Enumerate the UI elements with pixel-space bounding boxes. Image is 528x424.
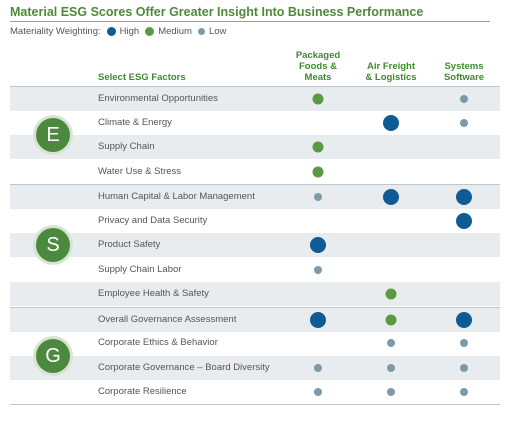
weight-low-dot xyxy=(314,388,322,396)
column-header-line: Systems xyxy=(444,61,484,72)
table-bottom-rule xyxy=(10,404,500,405)
column-header-line: Air Freight xyxy=(366,61,416,72)
weight-low-dot xyxy=(460,388,468,396)
column-header-line: Software xyxy=(443,72,485,83)
weight-low-dot xyxy=(460,363,468,372)
column-header-line: Meats xyxy=(304,72,332,83)
weight-high-dot xyxy=(310,237,326,253)
title-divider xyxy=(10,21,490,22)
legend-medium-label: Medium xyxy=(158,26,192,37)
weight-medium-dot xyxy=(385,288,397,300)
column-header-line: Packaged xyxy=(295,50,341,61)
table-row: Privacy and Data Security xyxy=(10,209,500,233)
weight-low-dot xyxy=(314,193,322,201)
table-row: Climate & Energy xyxy=(10,111,500,135)
weight-low-dot xyxy=(387,388,395,396)
weight-low-dot xyxy=(460,339,468,347)
legend-item-high: High xyxy=(106,26,140,37)
legend-item-low: Low xyxy=(197,26,227,37)
table-row: Product Safety xyxy=(10,233,500,257)
table-row: Environmental Opportunities xyxy=(10,86,500,111)
legend-label: Materiality Weighting: xyxy=(10,26,101,37)
factor-label: Climate & Energy xyxy=(98,116,172,128)
weight-high-dot xyxy=(456,189,472,205)
table-row: Corporate Governance – Board Diversity xyxy=(10,355,500,380)
weight-low-dot xyxy=(387,339,395,347)
table-row: Overall Governance Assessment xyxy=(10,306,500,332)
weight-medium-dot xyxy=(312,141,324,153)
table-row: Supply Chain xyxy=(10,135,500,159)
factor-label: Supply Chain xyxy=(98,141,155,152)
factor-label: Overall Governance Assessment xyxy=(98,313,237,325)
table-row: Corporate Ethics & Behavior xyxy=(10,331,500,355)
table-row: Water Use & Stress xyxy=(10,160,500,184)
factor-label: Employee Health & Safety xyxy=(98,288,209,299)
legend-low-dot-icon xyxy=(197,28,205,35)
legend-high-label: High xyxy=(119,26,140,37)
weight-high-dot xyxy=(456,212,472,229)
weight-high-dot xyxy=(456,311,472,328)
factor-label: Privacy and Data Security xyxy=(98,214,208,226)
weight-low-dot xyxy=(387,363,395,372)
legend: Materiality Weighting: High Medium Low xyxy=(10,26,226,37)
factor-label: Corporate Resilience xyxy=(98,386,187,397)
esg-pillar-badge: G xyxy=(36,338,70,373)
factor-label: Environmental Opportunities xyxy=(98,93,218,104)
table-row: Supply Chain Labor xyxy=(10,258,500,282)
table-row: Employee Health & Safety xyxy=(10,282,500,306)
weight-high-dot xyxy=(383,114,399,131)
column-header-systems-software: Systems Software xyxy=(424,61,504,83)
legend-low-label: Low xyxy=(208,26,227,37)
weight-low-dot xyxy=(460,118,468,127)
factor-label: Human Capital & Labor Management xyxy=(98,191,255,202)
legend-medium-dot-icon xyxy=(145,27,155,36)
factor-label: Supply Chain Labor xyxy=(98,263,182,275)
table-row: Corporate Resilience xyxy=(10,380,500,404)
weight-low-dot xyxy=(460,95,468,103)
table-row: Human Capital & Labor Management xyxy=(10,184,500,209)
weight-low-dot xyxy=(314,363,322,372)
weight-medium-dot xyxy=(312,93,324,105)
factor-label: Product Safety xyxy=(98,239,161,250)
column-header-packaged-foods: Packaged Foods & Meats xyxy=(278,50,358,83)
factor-label: Water Use & Stress xyxy=(98,165,182,177)
chart-title: Material ESG Scores Offer Greater Insigh… xyxy=(10,5,424,19)
weight-medium-dot xyxy=(385,314,397,325)
column-header-air-freight: Air Freight & Logistics xyxy=(351,61,431,83)
factor-label: Corporate Ethics & Behavior xyxy=(98,337,218,348)
legend-item-medium: Medium xyxy=(145,26,192,37)
weight-high-dot xyxy=(310,311,326,328)
factor-label: Corporate Governance – Board Diversity xyxy=(98,361,270,373)
weight-high-dot xyxy=(383,189,399,205)
factor-column-header: Select ESG Factors xyxy=(98,72,186,83)
column-header-line: Foods & xyxy=(299,61,337,72)
esg-pillar-badge: S xyxy=(36,228,70,263)
weight-medium-dot xyxy=(312,166,324,177)
legend-high-dot-icon xyxy=(106,27,116,36)
esg-pillar-badge: E xyxy=(36,118,70,152)
column-header-line: & Logistics xyxy=(365,72,417,83)
weight-low-dot xyxy=(314,265,322,274)
